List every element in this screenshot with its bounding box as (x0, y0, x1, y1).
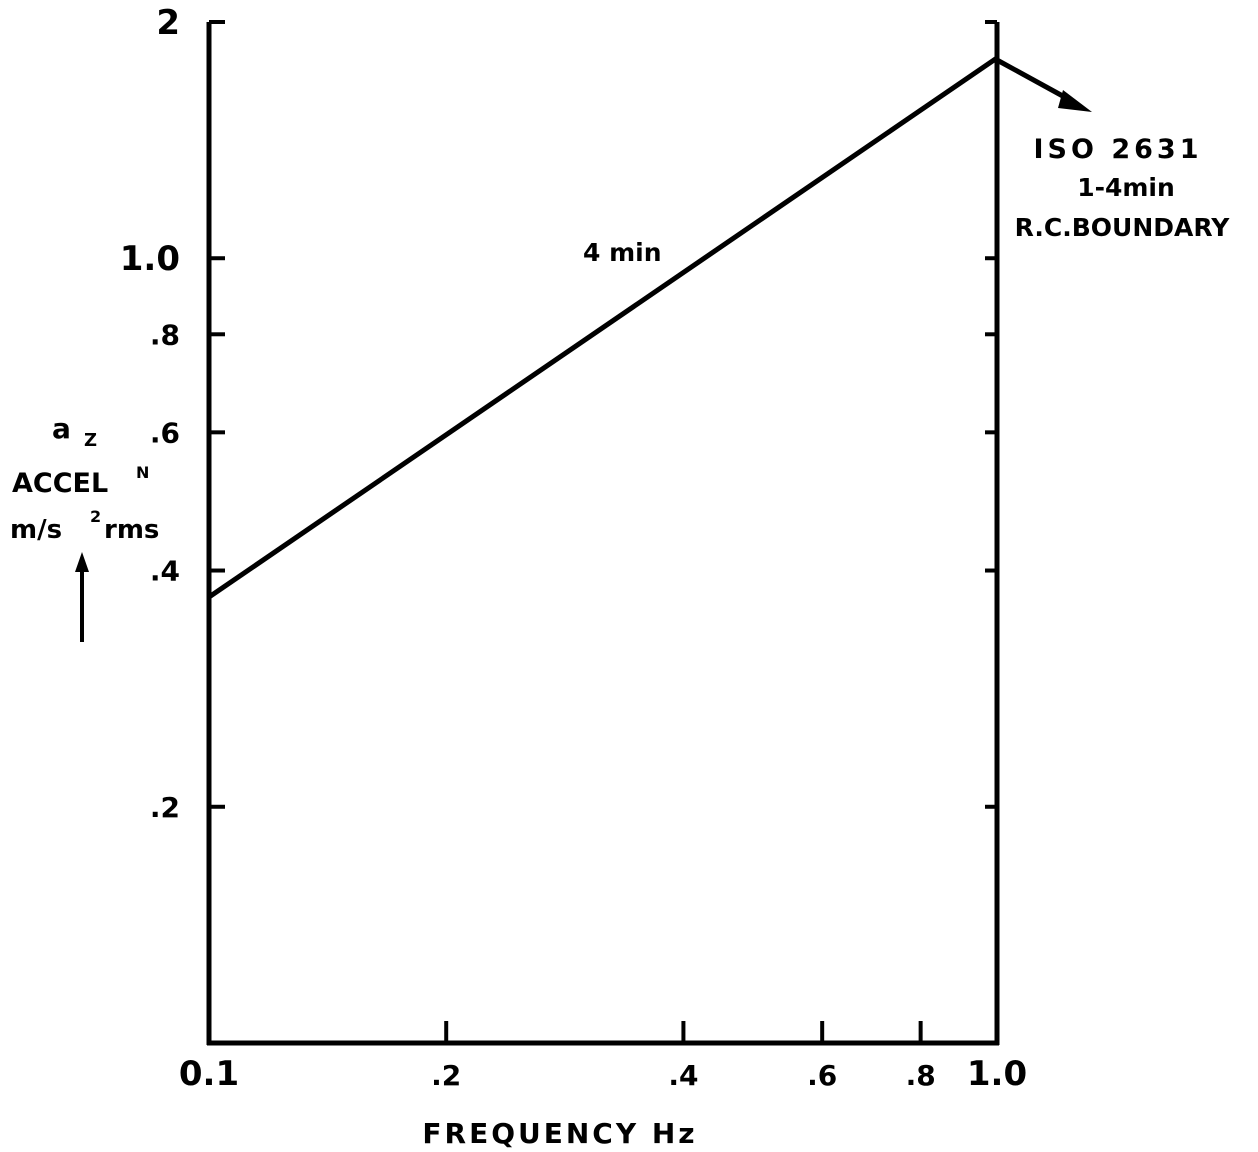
y-axis-label-accel: ACCEL (12, 468, 108, 499)
series-line-0 (207, 55, 999, 600)
boundary-annotation: ISO 2631 1-4min R.C.BOUNDARY (995, 57, 1231, 242)
y-axis-label-units-sup: 2 (90, 507, 101, 526)
y-axis-label-rms: rms (104, 515, 159, 545)
x-tick-label-5: 1.0 (967, 1054, 1027, 1094)
x-tick-label-2: .4 (668, 1059, 698, 1092)
annotation-line-2: 1-4min (1077, 173, 1175, 202)
y-tick-label-3: .6 (150, 416, 180, 449)
y-tick-label-0: 2 (156, 3, 180, 43)
x-tick-label-1: .2 (431, 1059, 461, 1092)
x-tick-label-3: .6 (807, 1059, 837, 1092)
y-tick-label-1: 1.0 (120, 239, 180, 279)
y-axis-label: a Z ACCEL N m/s 2 rms (10, 412, 159, 642)
y-axis-label-units: m/s (10, 515, 62, 545)
y-axis-label-accel-sup: N (136, 463, 149, 482)
y-tick-label-4: .4 (150, 555, 180, 588)
y-tick-label-5: .2 (150, 791, 180, 824)
y-tick-label-2: .8 (150, 318, 180, 351)
annotation-arrow-shaft (995, 57, 1072, 103)
annotation-line-1: ISO 2631 (1034, 134, 1203, 165)
x-ticks: 0.1 .2 .4 .6 .8 1.0 (179, 1021, 1027, 1094)
series-layer (207, 55, 999, 600)
annotation-arrow-head (1058, 90, 1092, 112)
annotation-line-3: R.C.BOUNDARY (1015, 213, 1231, 242)
y-axis-arrow-head (75, 552, 89, 572)
series-label: 4 min (583, 238, 662, 267)
x-axis-label: FREQUENCY Hz (422, 1117, 697, 1150)
x-tick-label-0: 0.1 (179, 1054, 239, 1094)
x-tick-label-4: .8 (906, 1059, 936, 1092)
y-ticks: 2 1.0 .8 .6 .4 .2 (120, 3, 997, 824)
y-axis-label-symbol: a (52, 412, 71, 445)
y-axis-label-symbol-sub: Z (84, 430, 97, 451)
